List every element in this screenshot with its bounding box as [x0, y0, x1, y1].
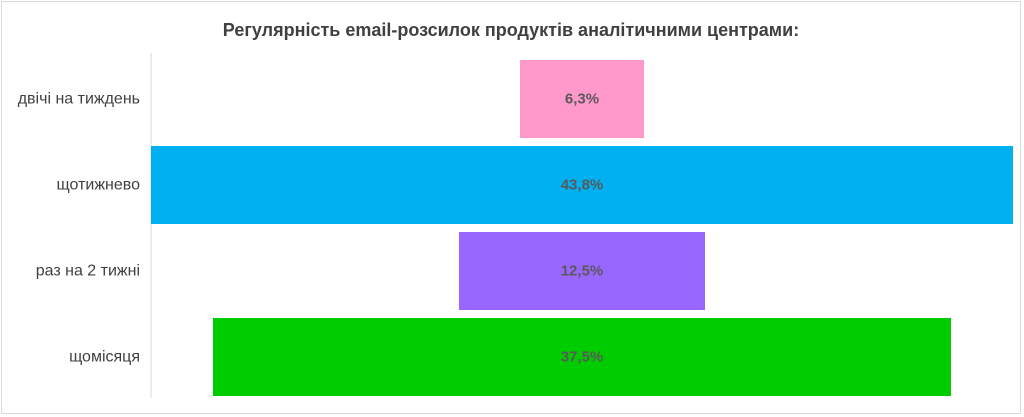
data-label: 43,8% — [561, 177, 604, 194]
category-label: двічі на тиждень — [18, 91, 140, 108]
data-label: 37,5% — [561, 349, 604, 366]
category-label: щотижнево — [57, 177, 141, 194]
value-labels-group: 6,3% 43,8% 12,5% 37,5% — [561, 91, 604, 366]
data-label: 12,5% — [561, 263, 604, 280]
bars-group — [151, 60, 1013, 396]
category-label: щомісяця — [69, 349, 140, 366]
category-labels-group: двічі на тиждень щотижнево раз на 2 тижні щ… — [18, 91, 140, 366]
bar-1 — [520, 60, 644, 138]
bar-2 — [151, 146, 1013, 224]
category-label: раз на 2 тижні — [36, 263, 140, 280]
data-label: 6,3% — [565, 91, 599, 108]
bar-4 — [212, 318, 952, 396]
bar-3 — [458, 232, 706, 310]
chart-title: Регулярність email-розсилок продуктів ан… — [222, 20, 800, 40]
